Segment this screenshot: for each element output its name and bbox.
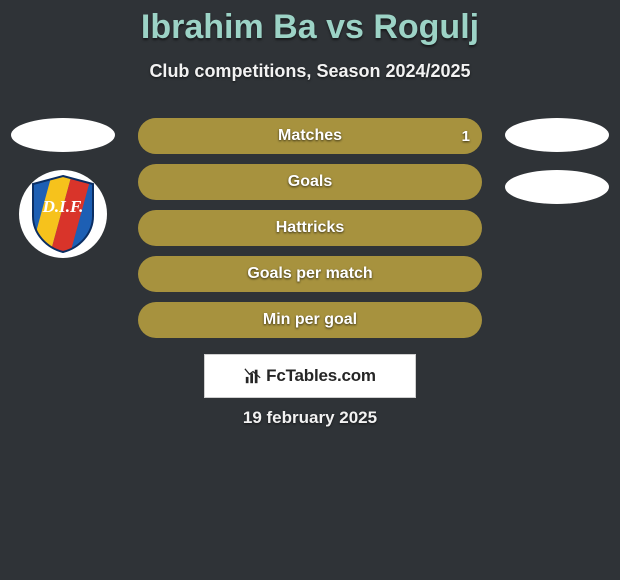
right-player-column bbox=[502, 118, 612, 222]
stat-label: Matches bbox=[138, 118, 482, 154]
stat-label: Goals per match bbox=[138, 256, 482, 292]
stat-label: Goals bbox=[138, 164, 482, 200]
stat-row-goals-per-match: Goals per match bbox=[138, 256, 482, 292]
page-title: Ibrahim Ba vs Rogulj bbox=[0, 0, 620, 47]
player-photo-placeholder bbox=[11, 118, 115, 152]
badge-initials: D.I.F. bbox=[42, 197, 84, 216]
bar-chart-icon bbox=[244, 367, 262, 385]
left-player-column: D.I.F. bbox=[8, 118, 118, 258]
stat-label: Hattricks bbox=[138, 210, 482, 246]
player-photo-placeholder bbox=[505, 118, 609, 152]
stat-row-matches: Matches 1 bbox=[138, 118, 482, 154]
shield-icon: D.I.F. bbox=[19, 170, 107, 258]
subtitle: Club competitions, Season 2024/2025 bbox=[0, 61, 620, 82]
stat-row-goals: Goals bbox=[138, 164, 482, 200]
stat-label: Min per goal bbox=[138, 302, 482, 338]
club-logo-placeholder bbox=[505, 170, 609, 204]
watermark: FcTables.com bbox=[204, 354, 416, 398]
date-text: 19 february 2025 bbox=[0, 408, 620, 428]
stat-row-hattricks: Hattricks bbox=[138, 210, 482, 246]
club-badge-dif: D.I.F. bbox=[19, 170, 107, 258]
stat-value-right: 1 bbox=[462, 118, 470, 154]
stats-bars: Matches 1 Goals Hattricks Goals per matc… bbox=[138, 118, 482, 348]
stat-row-min-per-goal: Min per goal bbox=[138, 302, 482, 338]
watermark-text: FcTables.com bbox=[244, 366, 376, 386]
watermark-label: FcTables.com bbox=[266, 366, 376, 386]
